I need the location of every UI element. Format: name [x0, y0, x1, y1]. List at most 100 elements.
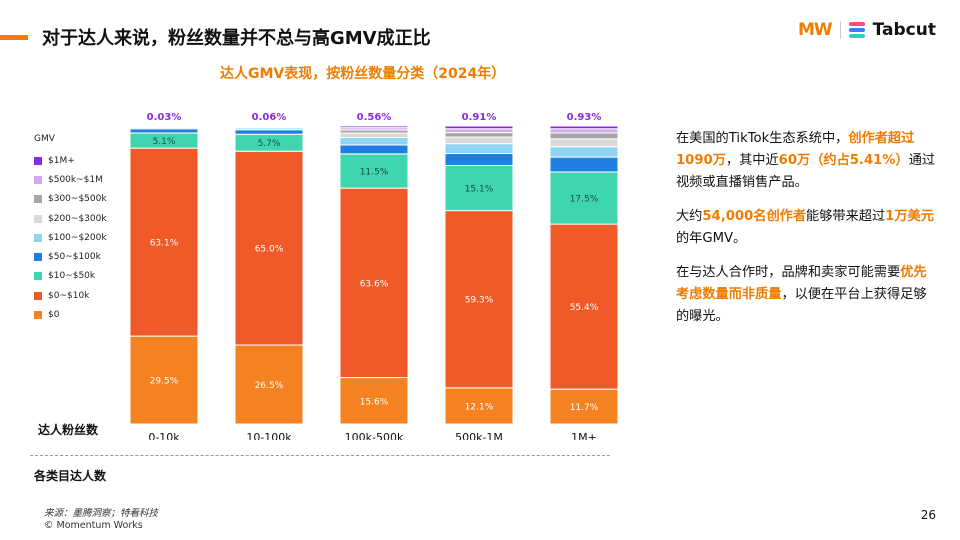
bar-segment: [234, 129, 304, 135]
legend-label: $100~$200k: [48, 232, 107, 243]
bar-segment: [444, 387, 514, 425]
data-label: 12.1%: [465, 402, 494, 412]
bar-segment: [549, 388, 619, 425]
stacked-bar-chart: 29.5%63.1%5.1%0.03%0-10k401k26.5%65.0%5.…: [129, 112, 619, 440]
legend-label: $1M+: [48, 155, 75, 166]
legend-label: $300~$500k: [48, 194, 107, 205]
title-accent-bar: [0, 35, 28, 40]
slide-title: 对于达人来说，粉丝数量并不总与高GMV成正比: [42, 28, 431, 49]
insight-paragraph-2: 大约54,000名创作者能够带来超过1万美元的年GMV。: [676, 206, 936, 250]
bar-segment: [129, 128, 199, 134]
logo-divider: [839, 21, 841, 39]
legend-swatch: [34, 233, 42, 242]
data-label: 17.5%: [570, 195, 599, 205]
top-percentage-label: 0.56%: [357, 112, 392, 123]
data-label: 15.6%: [360, 397, 389, 407]
insight-text: ，以便在平台上获得足够的曝光。: [676, 287, 927, 324]
chart-title: 达人GMV表现，按粉丝数量分类（2024年）: [220, 66, 506, 82]
chart-legend: GMV $1M+ $500k~$1M $300~$500k $200~$300k $10…: [34, 134, 107, 325]
bar-segment: [549, 132, 619, 140]
data-label: 59.3%: [465, 296, 494, 306]
legend-swatch: [34, 214, 42, 223]
bar-segment: [444, 143, 514, 155]
page-number: 26: [920, 508, 936, 522]
legend-title: GMV: [34, 134, 55, 144]
legend-label: $500k~$1M: [48, 174, 103, 185]
bar-segment: [549, 125, 619, 130]
insight-highlight: 创作者超过1090万: [676, 131, 915, 168]
insight-text: ，其中近: [725, 153, 779, 168]
tabcut-logo-icon: [848, 22, 865, 38]
data-label: 11.7%: [570, 403, 599, 413]
bar-segment: [549, 171, 619, 225]
tabcut-logo-text: Tabcut: [872, 20, 936, 40]
insight-text: 在与达人合作时，品牌和卖家可能需要: [676, 265, 901, 280]
bar-segment: [339, 187, 409, 379]
bar-segment: [444, 128, 514, 134]
top-percentage-label: 0.06%: [252, 112, 287, 123]
count-row-label: 各类目达人数: [34, 469, 107, 483]
legend-item: $10~$50k: [34, 267, 107, 286]
category-label: 100k-500k: [345, 431, 404, 440]
legend-swatch: [34, 156, 42, 165]
bar-segment: [549, 128, 619, 134]
legend-swatch: [34, 175, 42, 184]
bar-segment: [339, 144, 409, 155]
legend-label: $50~$100k: [48, 252, 101, 263]
bar-segment: [444, 164, 514, 212]
insight-paragraph-3: 在与达人合作时，品牌和卖家可能需要优先考虑数量而非质量，以便在平台上获得足够的曝…: [676, 262, 936, 328]
bar-segment: [129, 147, 199, 337]
legend-label: $200~$300k: [48, 213, 107, 224]
legend-item: $100~$200k: [34, 228, 107, 247]
data-label: 29.5%: [150, 377, 179, 387]
legend-swatch: [34, 272, 42, 281]
bar-segment: [129, 335, 199, 425]
bar-segment: [234, 150, 304, 346]
legend-label: $0: [48, 310, 60, 321]
bar-segment: [444, 153, 514, 166]
top-percentage-label: 0.91%: [462, 112, 497, 123]
row-divider: [30, 455, 610, 456]
follower-row-label: 达人粉丝数: [38, 423, 99, 437]
category-label: 1M+: [571, 431, 597, 440]
top-percentage-label: 0.03%: [147, 112, 182, 123]
bar-segment: [234, 344, 304, 425]
insight-paragraph-1: 在美国的TikTok生态系统中，创作者超过1090万，其中近60万（约占5.41…: [676, 128, 936, 194]
legend-label: $0~$10k: [48, 290, 90, 301]
brand-logo: MW Tabcut: [798, 20, 936, 40]
bar-segment: [444, 132, 514, 138]
momentum-works-logo: MW: [797, 20, 833, 40]
insight-text: 在美国的TikTok生态系统中，: [676, 131, 849, 146]
data-label: 15.1%: [465, 185, 494, 195]
data-label: 5.1%: [153, 137, 176, 147]
bar-segment: [549, 138, 619, 148]
copyright-note: © Momentum Works: [44, 520, 143, 531]
insight-text: 大约: [676, 209, 703, 224]
bar-segment: [339, 132, 409, 138]
legend-item: $500k~$1M: [34, 170, 107, 189]
legend-item: $0~$10k: [34, 286, 107, 305]
bar-segment: [339, 125, 409, 129]
legend-label: $10~$50k: [48, 271, 96, 282]
category-label: 500k-1M: [455, 431, 503, 440]
bar-segment: [549, 146, 619, 158]
category-label: 10-100k: [246, 431, 292, 440]
legend-swatch: [34, 311, 42, 320]
bar-segment: [444, 125, 514, 130]
insight-text: 通过视频或直播销售产品。: [676, 153, 936, 190]
data-label: 63.1%: [150, 239, 179, 249]
bar-segment: [549, 223, 619, 390]
data-label: 26.5%: [255, 381, 284, 391]
top-percentage-label: 0.93%: [567, 112, 602, 123]
bar-segment: [549, 156, 619, 173]
data-label: 5.7%: [258, 139, 281, 149]
legend-item: $0: [34, 305, 107, 324]
legend-swatch: [34, 253, 42, 262]
data-label: 65.0%: [255, 245, 284, 255]
legend-item: $1M+: [34, 151, 107, 170]
insight-highlight: 54,000名创作者: [702, 209, 807, 224]
data-label: 63.6%: [360, 279, 389, 289]
bar-segment: [339, 377, 409, 425]
legend-swatch: [34, 195, 42, 204]
insight-text: 的年GMV。: [676, 231, 747, 246]
